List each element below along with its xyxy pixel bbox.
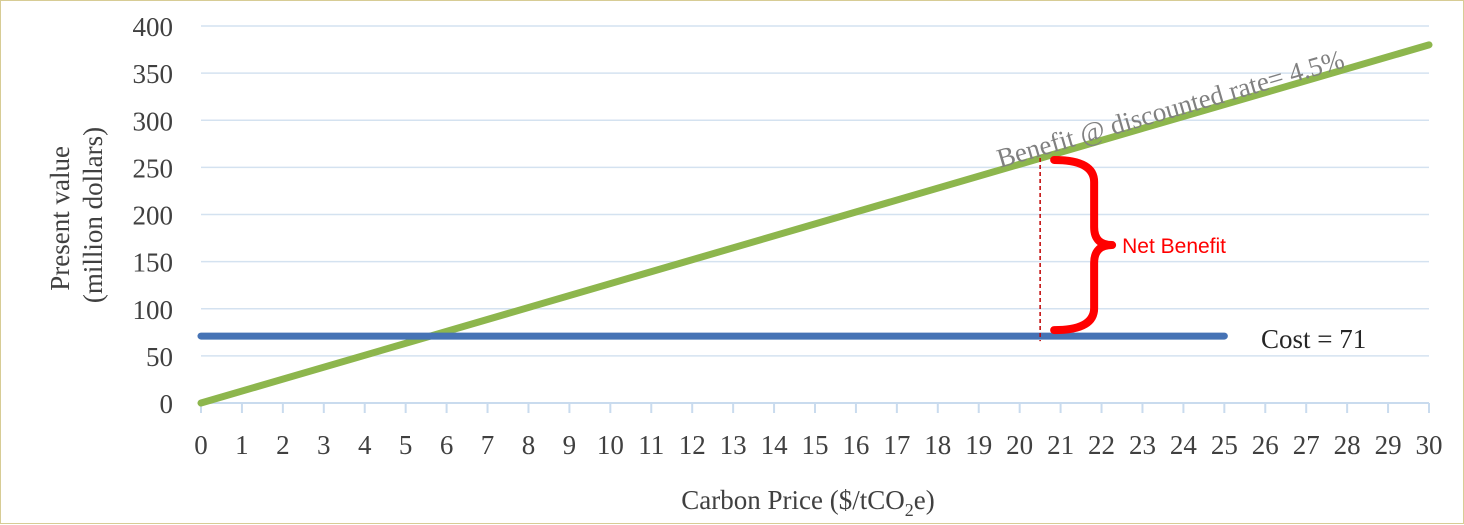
x-tick-label-22: 22 (1088, 430, 1115, 460)
x-tick-label-6: 6 (440, 430, 454, 460)
y-axis-label-line-1: Present value (45, 146, 75, 291)
x-tick-marks (200, 403, 1430, 413)
x-tick-label-19: 19 (965, 430, 992, 460)
cost-label: Cost = 71 (1261, 324, 1366, 354)
x-tick-label-8: 8 (522, 430, 536, 460)
x-tick-label-9: 9 (563, 430, 577, 460)
x-tick-label-18: 18 (924, 430, 951, 460)
x-tick-label-28: 28 (1334, 430, 1361, 460)
y-tick-label-350: 350 (133, 59, 174, 89)
x-tick-label-17: 17 (883, 430, 910, 460)
x-tick-label-27: 27 (1293, 430, 1320, 460)
x-tick-label-13: 13 (720, 430, 747, 460)
x-tick-label-25: 25 (1211, 430, 1238, 460)
x-tick-label-0: 0 (194, 430, 208, 460)
series-layer (197, 41, 1433, 407)
x-tick-label-4: 4 (358, 430, 372, 460)
x-tick-label-12: 12 (679, 430, 706, 460)
y-tick-label-200: 200 (133, 201, 174, 231)
y-axis-label-line-2: (million dollars) (78, 127, 108, 303)
net-benefit-brace (1050, 155, 1117, 335)
x-tick-labels: 0 1 2 3 4 5 6 7 8 9 10 11 12 13 14 15 16 17 18 19 20 21 22 23 24… (194, 430, 1442, 460)
y-tick-labels: 0 50 100 150 200 250 300 350 400 (133, 12, 174, 419)
x-axis-label-tail: e) (914, 485, 935, 515)
x-tick-label-14: 14 (761, 430, 789, 460)
x-axis-label-main: Carbon Price ($/tCO (681, 485, 904, 515)
benefit-line (197, 41, 1433, 407)
y-tick-label-400: 400 (133, 12, 174, 42)
x-tick-label-10: 10 (597, 430, 624, 460)
x-axis-label-subscript: 2 (905, 500, 914, 520)
benefit-label: Benefit @ discounted rate= 4.5% (993, 44, 1347, 174)
x-tick-label-3: 3 (317, 430, 331, 460)
x-tick-label-1: 1 (235, 430, 249, 460)
x-tick-label-30: 30 (1416, 430, 1443, 460)
x-tick-label-24: 24 (1170, 430, 1198, 460)
x-tick-label-7: 7 (481, 430, 495, 460)
x-tick-label-2: 2 (276, 430, 290, 460)
x-tick-label-20: 20 (1006, 430, 1033, 460)
annotation-layer: Net Benefit Cost = 71 Benefit @ discounted… (993, 44, 1366, 354)
x-axis-label: Carbon Price ($/tCO2e) (681, 485, 934, 520)
y-tick-label-0: 0 (160, 389, 174, 419)
y-tick-label-50: 50 (146, 342, 173, 372)
y-tick-label-150: 150 (133, 248, 174, 278)
y-tick-label-250: 250 (133, 153, 174, 183)
x-tick-label-23: 23 (1129, 430, 1156, 460)
y-axis-label: Present value (million dollars) (45, 127, 108, 303)
x-tick-label-26: 26 (1252, 430, 1279, 460)
net-benefit-label: Net Benefit (1122, 235, 1226, 258)
x-tick-label-5: 5 (399, 430, 413, 460)
y-tick-label-300: 300 (133, 106, 174, 136)
x-tick-label-29: 29 (1375, 430, 1402, 460)
x-tick-label-15: 15 (802, 430, 829, 460)
y-tick-label-100: 100 (133, 295, 174, 325)
x-tick-label-21: 21 (1047, 430, 1074, 460)
x-tick-label-11: 11 (638, 430, 664, 460)
x-tick-label-16: 16 (842, 430, 869, 460)
